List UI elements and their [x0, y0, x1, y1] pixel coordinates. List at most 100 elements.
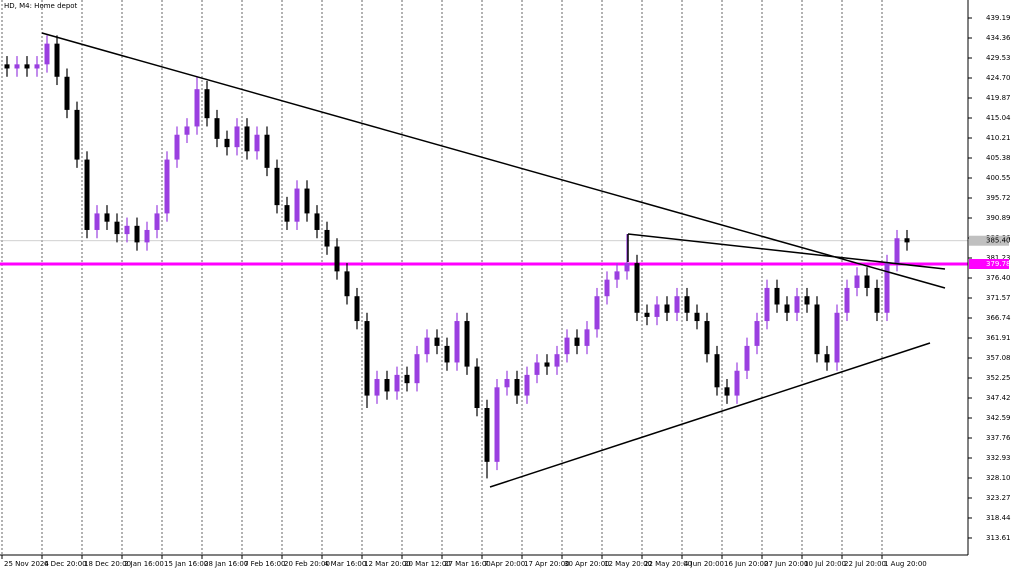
candle-body: [134, 225, 140, 243]
candle-body: [694, 312, 700, 322]
trendline: [489, 342, 931, 488]
trendline: [627, 233, 946, 270]
candle-body: [574, 337, 580, 346]
candle-body: [844, 287, 850, 313]
x-tick-label: 27 Jun 20:00: [764, 560, 808, 568]
candle-body: [614, 271, 620, 280]
candle-body: [634, 263, 640, 313]
candle-body: [644, 312, 650, 317]
x-tick-label: 25 Nov 2024: [4, 560, 49, 568]
y-tick-label: 405.38: [986, 154, 1011, 162]
candle-body: [174, 134, 180, 160]
candle-body: [714, 354, 720, 388]
candle-body: [284, 205, 290, 222]
candle-body: [814, 304, 820, 355]
y-tick-label: 313.61: [986, 534, 1011, 542]
candle-body: [414, 354, 420, 384]
x-tick-label: 10 Jul 20:00: [804, 560, 846, 568]
x-tick-label: 17 Apr 20:00: [524, 560, 570, 568]
price-label-box: [969, 259, 1009, 270]
candle-body: [324, 229, 330, 247]
candle-body: [214, 118, 220, 139]
candle-body: [564, 337, 570, 355]
candle-body: [14, 64, 20, 69]
candle-body: [264, 134, 270, 168]
candle-body: [514, 379, 520, 396]
y-tick-label: 323.27: [986, 494, 1011, 502]
candle-body: [554, 354, 560, 367]
x-tick-label: 4 Mar 16:00: [324, 560, 366, 568]
candle-body: [834, 312, 840, 363]
x-tick-label: 7 Feb 16:00: [244, 560, 285, 568]
y-tick-label: 400.55: [986, 174, 1011, 182]
candle-body: [274, 167, 280, 206]
candle-body: [624, 263, 630, 272]
candle-body: [504, 379, 510, 388]
candle-body: [724, 387, 730, 396]
candle-body: [404, 374, 410, 384]
y-tick-label: 347.42: [986, 394, 1011, 402]
candle-body: [364, 321, 370, 396]
y-tick-label: 318.44: [986, 514, 1011, 522]
candle-body: [904, 238, 910, 243]
candle-body: [24, 64, 30, 69]
y-tick-label: 419.87: [986, 94, 1011, 102]
candle-body: [534, 362, 540, 375]
y-tick-label: 337.76: [986, 434, 1011, 442]
candle-body: [384, 379, 390, 392]
candle-body: [164, 159, 170, 214]
y-tick-label: 439.19: [986, 14, 1011, 22]
candle-body: [684, 296, 690, 313]
candle-body: [344, 271, 350, 297]
candle-body: [194, 89, 200, 127]
candle-body: [424, 337, 430, 355]
x-tick-label: 28 Jan 16:00: [204, 560, 248, 568]
x-tick-label: 22 Jul 20:00: [844, 560, 886, 568]
candle-body: [804, 296, 810, 305]
candle-body: [54, 43, 60, 77]
candle-body: [314, 213, 320, 230]
trendline: [41, 32, 946, 289]
candle-body: [84, 159, 90, 230]
y-tick-label: 361.91: [986, 334, 1011, 342]
x-tick-label: 2 Jan 16:00: [124, 560, 164, 568]
y-tick-label: 381.23: [986, 254, 1011, 262]
candle-body: [394, 374, 400, 392]
candle-body: [454, 321, 460, 363]
candle-body: [44, 43, 50, 65]
candle-body: [244, 126, 250, 152]
candle-body: [94, 213, 100, 230]
candle-body: [234, 126, 240, 148]
y-tick-label: 424.70: [986, 74, 1011, 82]
x-tick-label: 1 Aug 20:00: [884, 560, 927, 568]
candle-body: [654, 304, 660, 317]
candle-body: [444, 345, 450, 363]
y-tick-label: 371.57: [986, 294, 1011, 302]
candle-body: [254, 134, 260, 152]
y-tick-label: 328.10: [986, 474, 1011, 482]
y-tick-label: 410.21: [986, 134, 1011, 142]
y-tick-label: 352.25: [986, 374, 1011, 382]
candle-body: [124, 225, 130, 235]
y-tick-label: 342.59: [986, 414, 1011, 422]
x-tick-label: 12 May 20:00: [604, 560, 652, 568]
candle-body: [304, 188, 310, 214]
candle-body: [224, 138, 230, 148]
candle-body: [544, 362, 550, 367]
x-tick-label: 12 Mar 20:00: [364, 560, 411, 568]
candle-body: [774, 287, 780, 305]
candle-body: [294, 188, 300, 222]
candle-body: [784, 304, 790, 313]
candle-body: [474, 366, 480, 409]
candle-body: [664, 304, 670, 313]
candle-body: [584, 329, 590, 346]
candle-body: [604, 279, 610, 297]
candle-body: [354, 296, 360, 322]
candle-body: [734, 370, 740, 396]
x-tick-label: 30 Apr 20:00: [564, 560, 610, 568]
candle-body: [524, 374, 530, 396]
y-tick-label: 376.40: [986, 274, 1011, 282]
candle-body: [74, 109, 80, 160]
candle-body: [104, 213, 110, 222]
